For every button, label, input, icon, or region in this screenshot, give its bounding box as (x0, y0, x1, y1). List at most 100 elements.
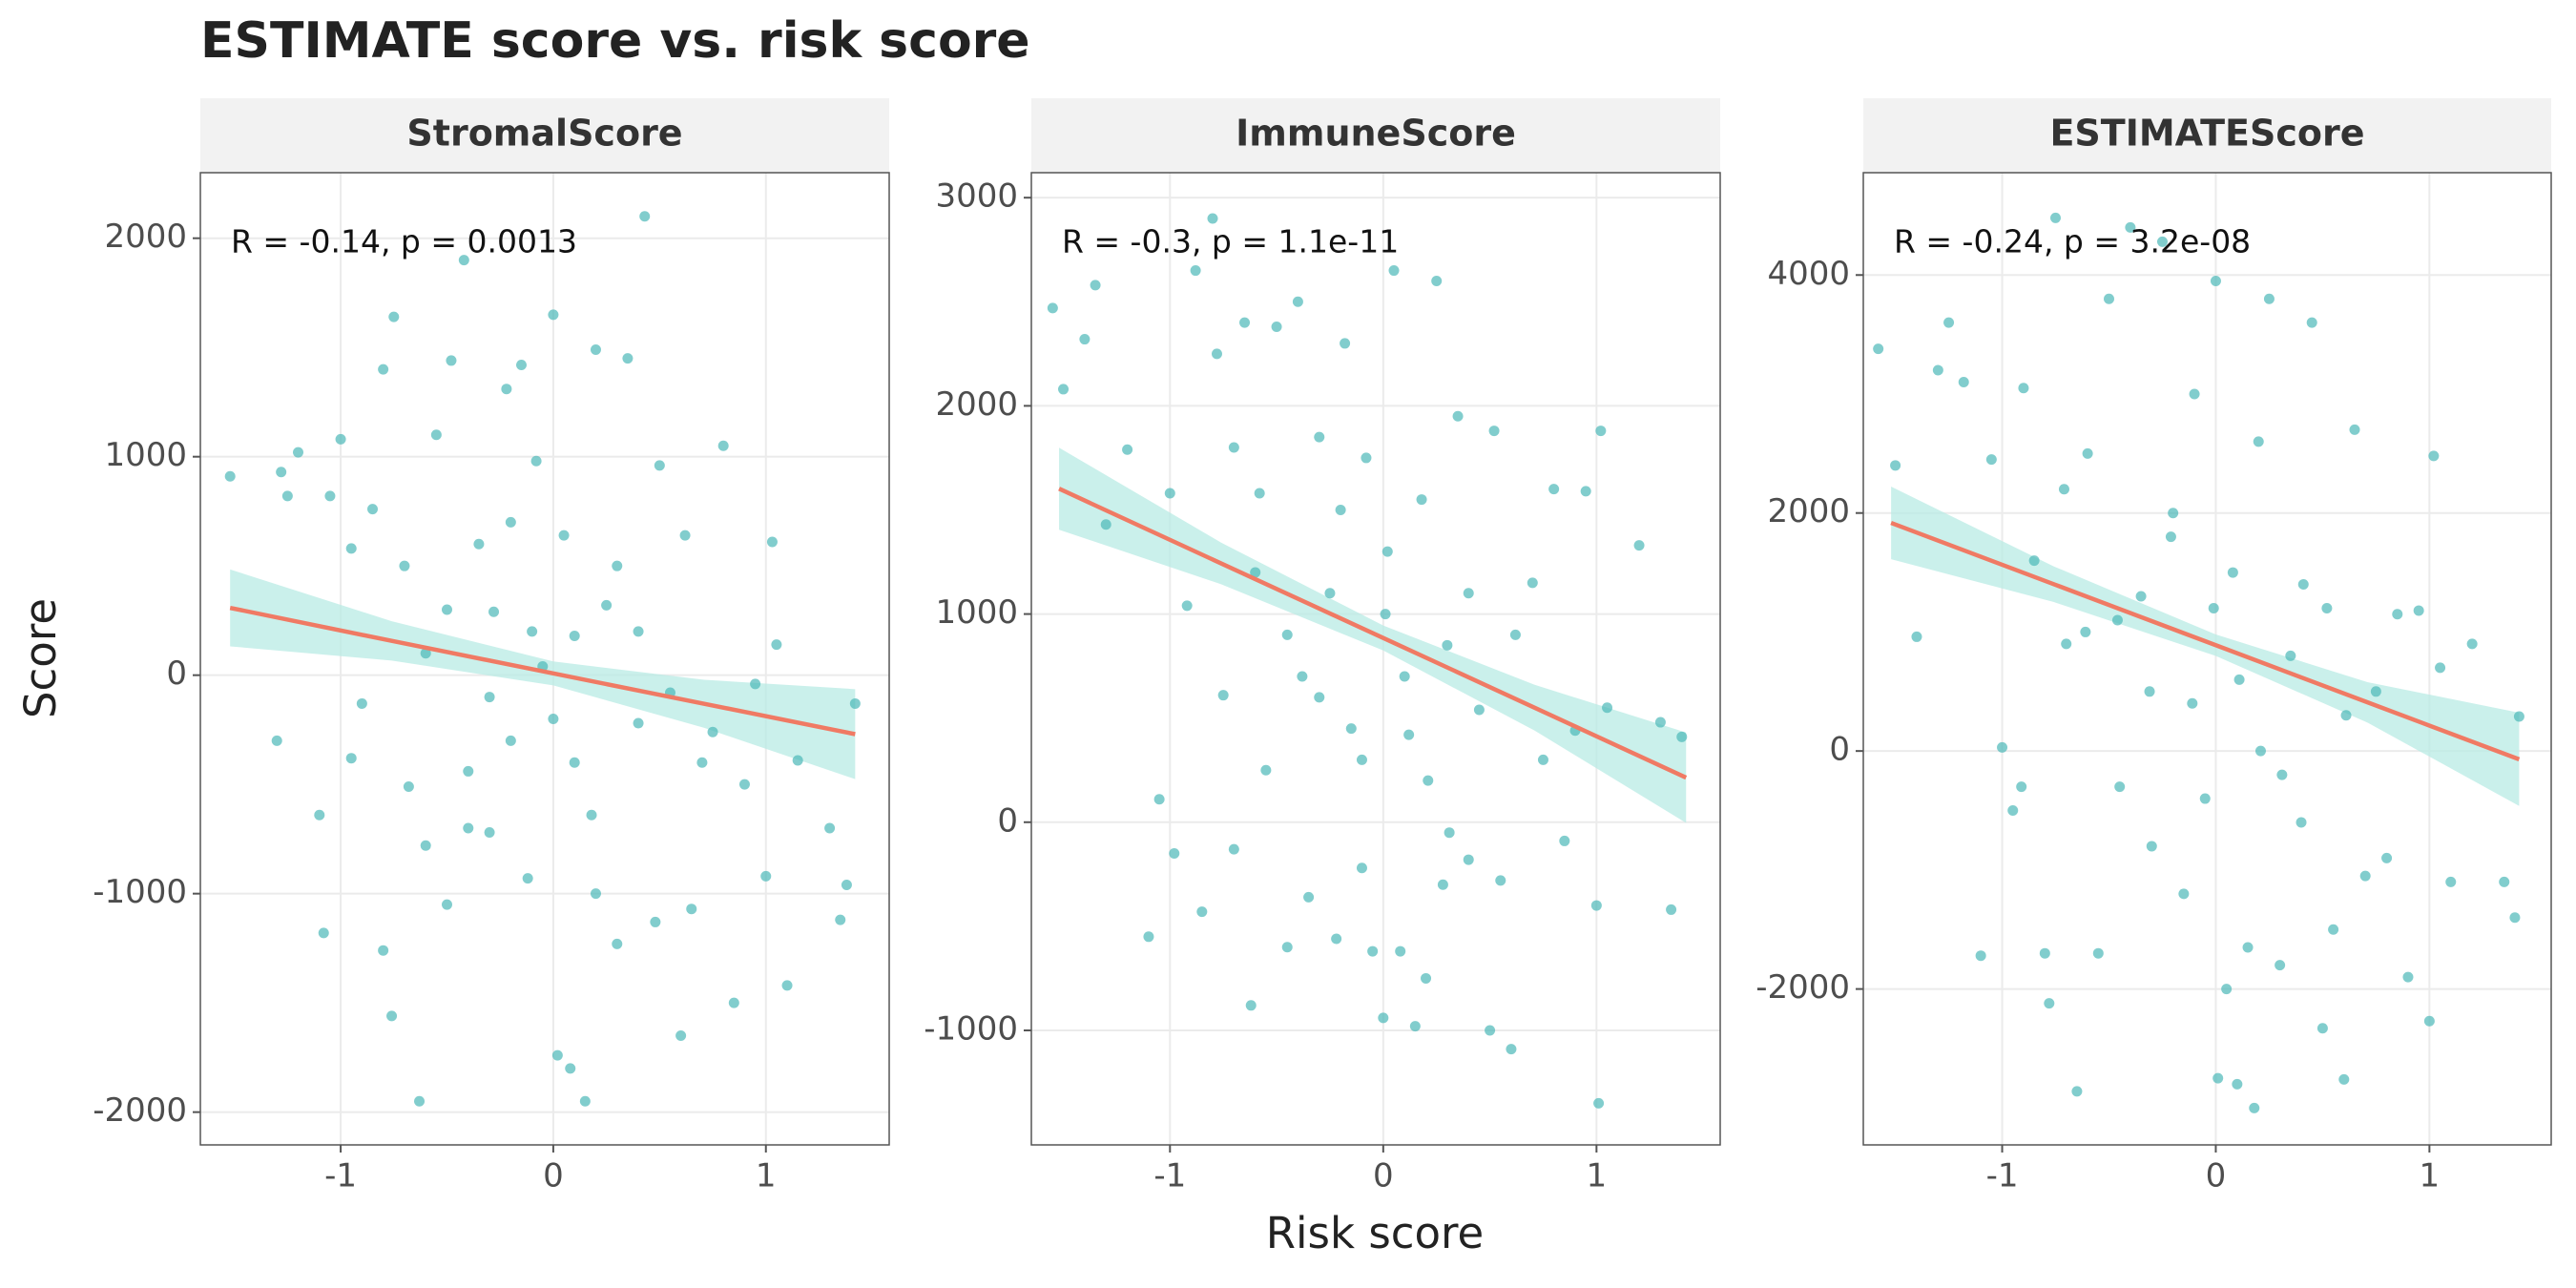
point (484, 692, 495, 703)
point (2233, 674, 2245, 685)
point (2359, 870, 2371, 882)
point (1281, 629, 1293, 640)
point (738, 779, 750, 790)
x-axis-title: Risk score (1266, 1208, 1485, 1258)
fit-line (1058, 487, 1688, 780)
fit-line (1890, 520, 2521, 761)
point (2208, 602, 2219, 613)
point (2263, 293, 2275, 304)
point (293, 447, 304, 458)
point (2156, 236, 2168, 247)
point (590, 343, 601, 355)
point (1361, 452, 1372, 464)
confidence-band (1891, 487, 2520, 806)
point (2466, 638, 2478, 650)
point (1666, 904, 1677, 915)
point (1602, 702, 1613, 714)
point (1580, 486, 1591, 497)
point (2402, 971, 2414, 983)
point (1431, 275, 1443, 286)
point (2210, 275, 2221, 286)
point (2135, 591, 2147, 602)
point (1932, 364, 1943, 376)
point (2114, 781, 2126, 793)
point (1250, 567, 1261, 578)
point (633, 626, 644, 637)
point (2071, 1086, 2083, 1097)
x-tick-label: -1 (1986, 1157, 2019, 1195)
point (386, 1010, 398, 1022)
point (446, 355, 457, 366)
point (1537, 754, 1548, 765)
point (1590, 900, 1602, 911)
point (378, 364, 389, 375)
point (1506, 1044, 1517, 1055)
point (2349, 424, 2360, 435)
point (2018, 383, 2029, 394)
panel-title: ImmuneScore (1236, 113, 1516, 155)
point (2254, 745, 2266, 757)
point (388, 311, 400, 322)
point (2044, 998, 2055, 1009)
point (2061, 638, 2072, 650)
point (548, 713, 559, 724)
point (367, 504, 378, 515)
point (2050, 212, 2062, 223)
x-tick-label: 0 (2206, 1157, 2227, 1195)
point (1676, 731, 1688, 742)
plot-background (1031, 173, 1720, 1145)
fit-line (229, 605, 856, 737)
point (1153, 794, 1165, 805)
point (824, 822, 836, 834)
point (1495, 875, 1506, 886)
point (2242, 942, 2254, 953)
point (679, 530, 691, 541)
point (441, 899, 452, 910)
panel-title: StromalScore (406, 113, 682, 155)
point (1527, 577, 1538, 589)
point (1331, 933, 1342, 945)
point (1211, 348, 1222, 360)
point (1395, 945, 1406, 957)
point (1100, 519, 1111, 530)
y-tick-label: 0 (1829, 731, 1850, 769)
point (2165, 531, 2176, 543)
point (2340, 710, 2352, 721)
point (2168, 508, 2179, 519)
point (579, 1095, 591, 1107)
y-tick-label: 3000 (935, 177, 1018, 216)
chart-title: ESTIMATE score vs. risk score (200, 12, 1030, 70)
point (1292, 296, 1303, 307)
point (1548, 484, 1560, 495)
point (639, 211, 651, 222)
x-tick-label: -1 (1153, 1157, 1186, 1195)
panel-border (199, 172, 890, 1146)
point (707, 726, 718, 737)
point (276, 467, 287, 478)
point (1416, 494, 1427, 506)
point (488, 606, 500, 617)
point (505, 735, 516, 746)
point (766, 536, 778, 548)
y-tick-label: 1000 (935, 593, 1018, 632)
point (569, 630, 580, 641)
point (1473, 704, 1485, 716)
point (2092, 947, 2104, 959)
point (224, 470, 236, 482)
point (1207, 213, 1218, 224)
point (548, 309, 559, 321)
point (2285, 650, 2296, 661)
y-tick-label: 1000 (104, 436, 187, 474)
point (1463, 854, 1474, 865)
point (1421, 972, 1432, 984)
point (586, 809, 597, 821)
point (771, 639, 782, 651)
point (2232, 1078, 2243, 1090)
point (1340, 338, 1351, 349)
point (760, 870, 772, 882)
point (1303, 891, 1315, 903)
point (420, 648, 431, 659)
x-tick-label: 1 (756, 1157, 777, 1195)
point (2080, 626, 2091, 637)
point (2306, 317, 2317, 328)
